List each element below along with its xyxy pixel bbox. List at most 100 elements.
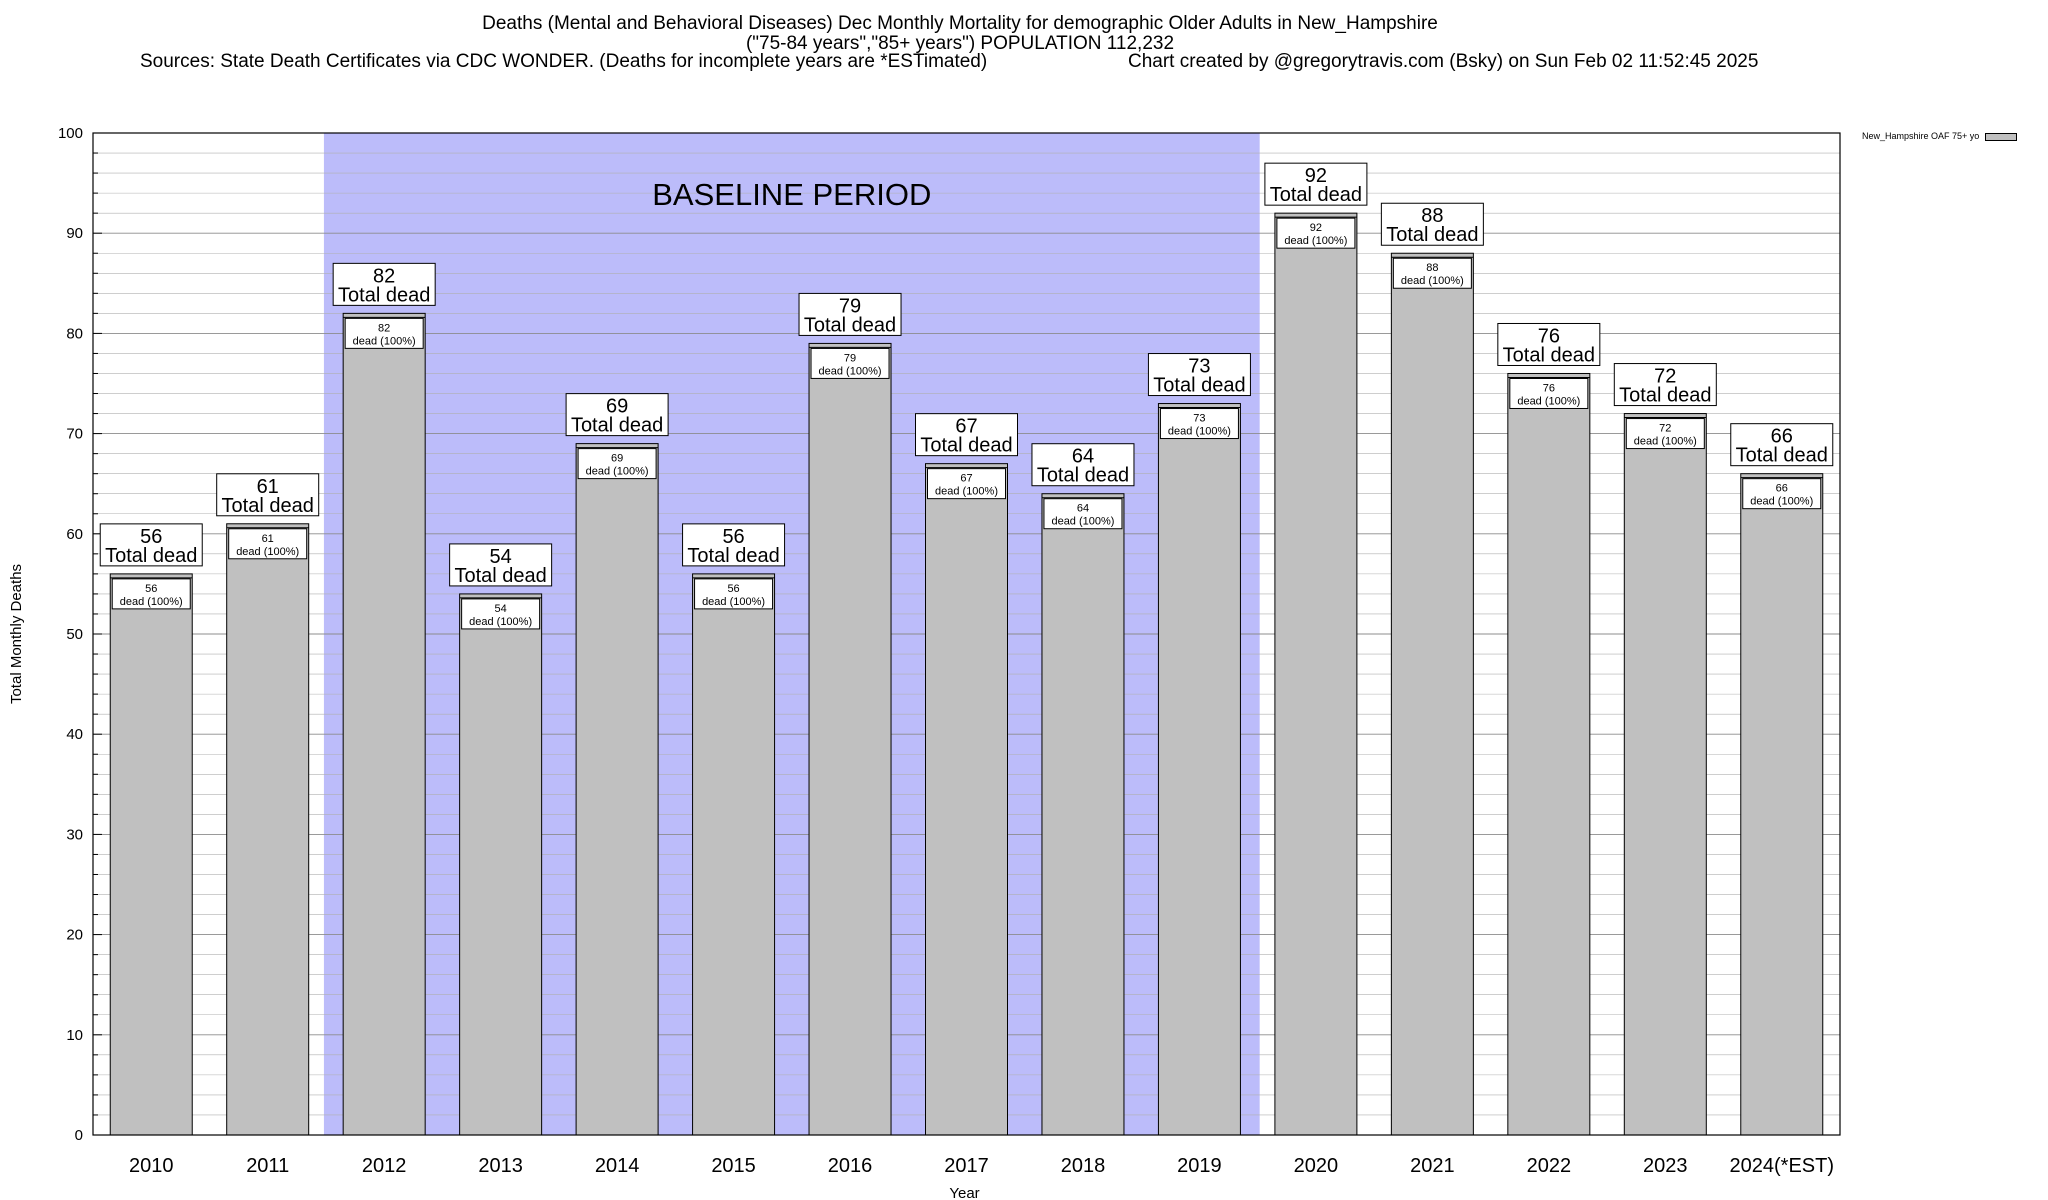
inner-label-box bbox=[1392, 257, 1472, 289]
bar bbox=[1041, 493, 1125, 1136]
total-label-box bbox=[1730, 423, 1834, 467]
inner-label-value: 61 bbox=[262, 533, 274, 545]
inner-label-value: 79 bbox=[844, 352, 856, 364]
total-label-box bbox=[1031, 443, 1135, 487]
baseline-label: BASELINE PERIOD bbox=[652, 177, 931, 212]
y-tick-label: 0 bbox=[75, 1127, 83, 1144]
x-tick-label: 2019 bbox=[1177, 1155, 1222, 1177]
inner-label-box bbox=[461, 598, 541, 630]
bar bbox=[109, 573, 193, 1136]
bar bbox=[1157, 403, 1241, 1136]
inner-label-text: dead (100%) bbox=[1284, 235, 1347, 247]
bar bbox=[1507, 372, 1591, 1136]
total-label-text: Total dead bbox=[454, 565, 546, 587]
bar bbox=[925, 463, 1008, 1136]
y-axis-label: Total Monthly Deaths bbox=[8, 564, 25, 704]
inner-label-value: 72 bbox=[1659, 423, 1671, 435]
inner-label-value: 82 bbox=[378, 322, 390, 334]
data-label: 66 bbox=[1771, 426, 1793, 448]
x-tick-label: 2016 bbox=[828, 1155, 873, 1177]
total-label-box bbox=[449, 543, 553, 587]
inner-label-box bbox=[1159, 408, 1239, 440]
data-label: 73 bbox=[1188, 356, 1210, 378]
data-label: 67 bbox=[955, 416, 977, 438]
inner-label-text: dead (100%) bbox=[586, 466, 649, 478]
data-label: 54 bbox=[490, 546, 512, 568]
total-label-text: Total dead bbox=[1503, 344, 1595, 366]
x-tick-label: 2017 bbox=[944, 1155, 989, 1177]
chart-credit: Chart created by @gregorytravis.com (Bsk… bbox=[1128, 51, 1759, 72]
total-label-box bbox=[332, 262, 436, 306]
sources-note: Sources: State Death Certificates via CD… bbox=[140, 51, 988, 72]
legend-label: New_Hampshire OAF 75+ yo bbox=[1862, 131, 1980, 141]
x-tick-label: 2021 bbox=[1410, 1155, 1455, 1177]
bar bbox=[342, 312, 426, 1136]
inner-label-value: 54 bbox=[495, 603, 507, 615]
inner-label-text: dead (100%) bbox=[120, 596, 183, 608]
total-label-text: Total dead bbox=[804, 314, 896, 336]
data-label: 72 bbox=[1654, 366, 1676, 388]
x-tick-label: 2023 bbox=[1643, 1155, 1688, 1177]
y-tick-label: 70 bbox=[66, 426, 83, 443]
chart-title: Deaths (Mental and Behavioral Diseases) … bbox=[482, 13, 1438, 34]
x-tick-label: 2018 bbox=[1061, 1155, 1106, 1177]
total-label-text: Total dead bbox=[338, 284, 430, 306]
data-label: 56 bbox=[722, 526, 744, 548]
inner-label-text: dead (100%) bbox=[1517, 395, 1580, 407]
data-label: 82 bbox=[373, 265, 395, 287]
total-label-box bbox=[1147, 353, 1251, 397]
inner-label-box bbox=[927, 468, 1006, 500]
total-label-box bbox=[99, 523, 203, 567]
x-tick-label: 2012 bbox=[362, 1155, 407, 1177]
y-tick-label: 100 bbox=[58, 125, 83, 142]
y-tick-label: 80 bbox=[66, 325, 83, 342]
total-label-text: Total dead bbox=[222, 495, 314, 517]
inner-label-box bbox=[1043, 498, 1123, 530]
total-label-box bbox=[682, 523, 786, 567]
inner-label-text: dead (100%) bbox=[819, 365, 882, 377]
inner-label-value: 73 bbox=[1193, 413, 1205, 425]
total-label-box bbox=[1613, 363, 1717, 407]
inner-label-text: dead (100%) bbox=[1401, 275, 1464, 287]
inner-label-text: dead (100%) bbox=[935, 486, 998, 498]
total-label-text: Total dead bbox=[1037, 465, 1129, 487]
inner-label-text: dead (100%) bbox=[469, 616, 532, 628]
y-tick-label: 10 bbox=[66, 1027, 83, 1044]
y-tick-label: 20 bbox=[66, 927, 83, 944]
bar bbox=[575, 443, 659, 1136]
plot-frame bbox=[92, 132, 1841, 1136]
x-tick-label: 2014 bbox=[595, 1155, 640, 1177]
data-label: 69 bbox=[606, 396, 628, 418]
total-label-box bbox=[1380, 202, 1484, 246]
total-label-text: Total dead bbox=[920, 435, 1012, 457]
inner-label-text: dead (100%) bbox=[1168, 426, 1231, 438]
x-tick-label: 2011 bbox=[246, 1155, 289, 1177]
x-tick-label: 2024(*EST) bbox=[1730, 1155, 1835, 1177]
legend-swatch bbox=[1985, 132, 2018, 141]
y-tick-label: 90 bbox=[66, 225, 83, 242]
data-label: 79 bbox=[839, 295, 861, 317]
total-label-text: Total dead bbox=[571, 415, 663, 437]
inner-label-value: 66 bbox=[1776, 483, 1788, 495]
inner-label-box bbox=[1276, 217, 1356, 249]
total-label-text: Total dead bbox=[105, 545, 197, 567]
bar bbox=[459, 593, 543, 1136]
inner-label-value: 92 bbox=[1310, 222, 1322, 234]
bar bbox=[1274, 212, 1358, 1136]
bar bbox=[226, 523, 310, 1136]
x-tick-label: 2022 bbox=[1527, 1155, 1572, 1177]
total-label-box bbox=[915, 413, 1018, 457]
inner-label-box bbox=[810, 347, 890, 379]
inner-label-box bbox=[694, 578, 774, 610]
inner-label-text: dead (100%) bbox=[1750, 496, 1813, 508]
inner-label-value: 64 bbox=[1077, 503, 1089, 515]
bar bbox=[1740, 473, 1824, 1136]
legend: New_Hampshire OAF 75+ yo bbox=[1862, 131, 2018, 141]
y-tick-label: 40 bbox=[66, 726, 83, 743]
data-label: 61 bbox=[257, 476, 279, 498]
y-tick-label: 30 bbox=[66, 826, 83, 843]
bar bbox=[808, 342, 892, 1136]
inner-label-value: 56 bbox=[145, 583, 157, 595]
bar bbox=[1623, 413, 1707, 1136]
inner-label-box bbox=[111, 578, 191, 610]
